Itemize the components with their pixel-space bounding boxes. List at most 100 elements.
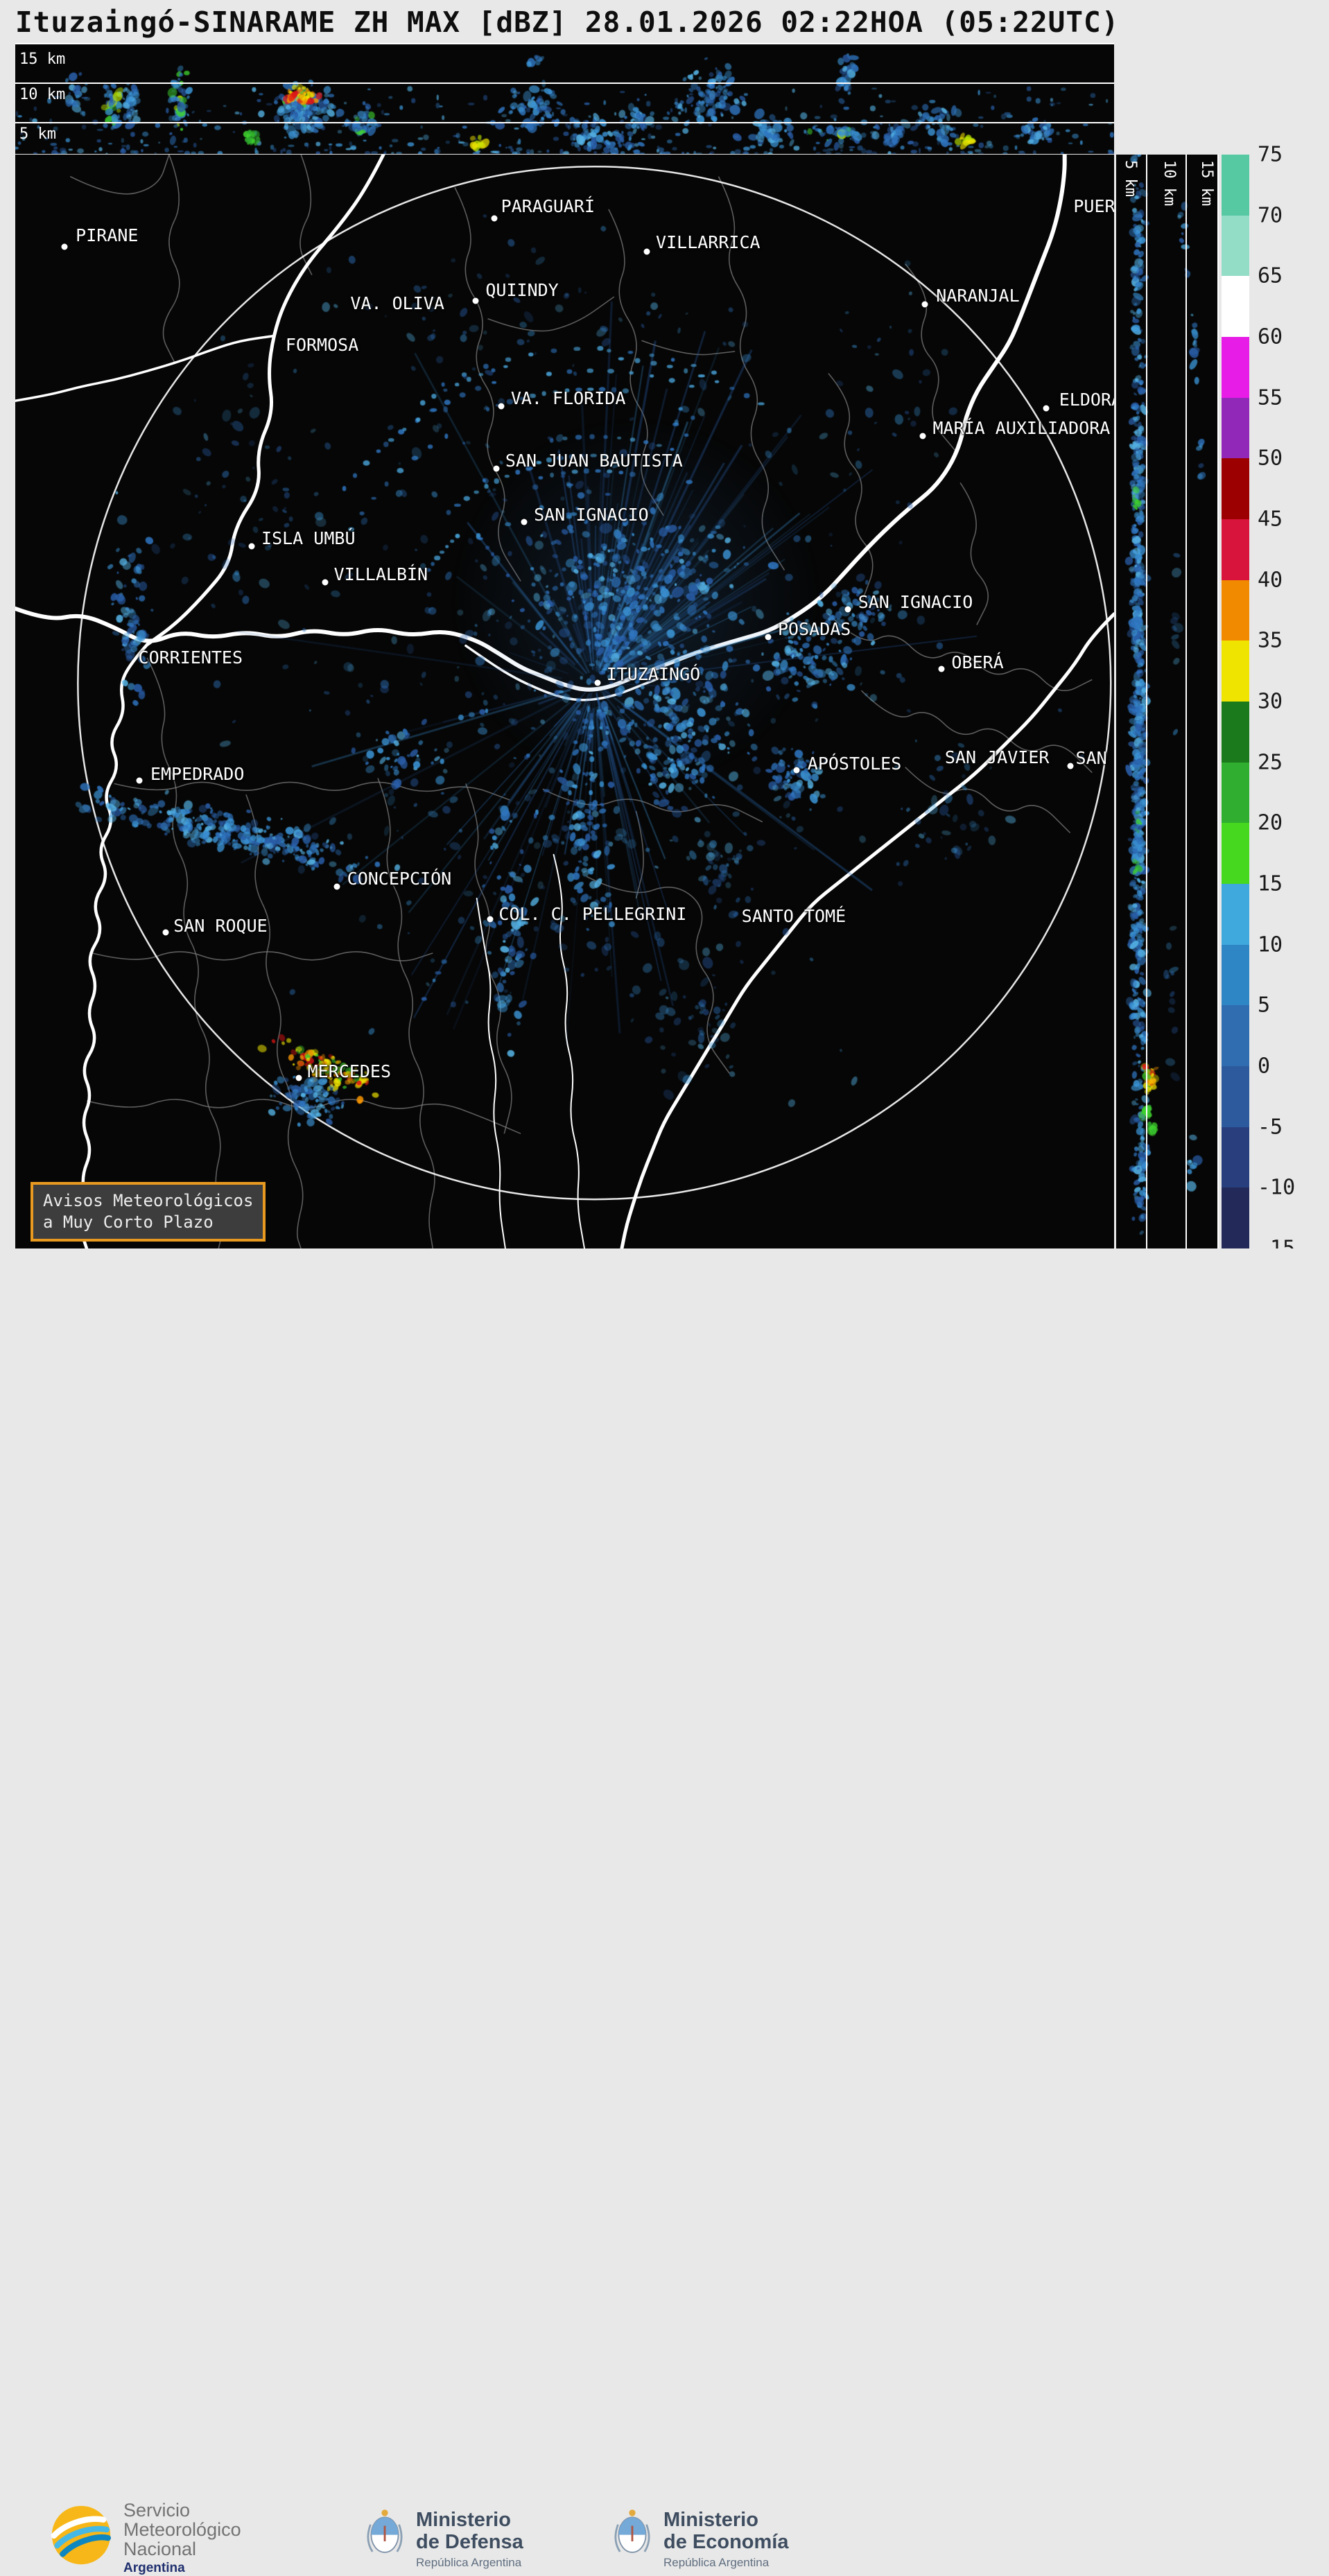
colorbar-tick-label: 70 <box>1258 203 1283 228</box>
economia-coat-of-arms-icon <box>614 2509 650 2553</box>
dbz-colorbar <box>1222 155 1249 1249</box>
altitude-line-5km <box>15 122 1114 123</box>
city-dot <box>919 433 926 440</box>
colorbar-tick-label: -5 <box>1258 1115 1283 1140</box>
colorbar-segment <box>1222 641 1249 702</box>
colorbar-segment <box>1222 155 1249 216</box>
city-dot <box>322 579 329 586</box>
city-dot <box>333 883 340 890</box>
colorbar-segment <box>1222 215 1249 277</box>
colorbar-segment <box>1222 458 1249 520</box>
city-dot <box>136 777 143 784</box>
colorbar-tick-label: 10 <box>1258 932 1283 957</box>
colorbar-segment <box>1222 1066 1249 1127</box>
smn-line-3: Nacional <box>123 2539 197 2559</box>
colorbar-segment <box>1222 702 1249 763</box>
colorbar-tick-label: 45 <box>1258 507 1283 532</box>
city-dot <box>938 665 945 672</box>
city-label: PUERTO <box>1073 195 1114 216</box>
city-dot <box>498 403 505 410</box>
city-dot <box>594 679 601 686</box>
alert-line-1: Avisos Meteorológicos <box>43 1191 254 1210</box>
colorbar-tick-label: 35 <box>1258 628 1283 653</box>
city-label: EMPEDRADO <box>150 763 245 784</box>
city-dot <box>248 543 255 550</box>
colorbar-segment <box>1222 337 1249 398</box>
smn-wordmark: Servicio Meteorológico Nacional Argentin… <box>123 2500 241 2576</box>
city-label: ITUZAINGÓ <box>606 663 701 684</box>
colorbar-segment <box>1222 944 1249 1006</box>
city-label: FORMOSA <box>285 334 359 355</box>
altitude-label-15km-v: 15 km <box>1198 160 1215 207</box>
colorbar-tick-label: 20 <box>1258 810 1283 835</box>
city-dot <box>844 606 851 613</box>
city-label: POSADAS <box>777 619 851 640</box>
city-label: PIRANE <box>76 225 139 246</box>
colorbar-tick-label: 65 <box>1258 263 1283 288</box>
colorbar-segment <box>1222 519 1249 580</box>
city-label: NARANJAL <box>936 285 1020 306</box>
colorbar-segment <box>1222 823 1249 885</box>
ministerio-defensa-wordmark: Ministerio de Defensa República Argentin… <box>416 2509 523 2570</box>
economia-title-2: de Economía <box>663 2531 789 2553</box>
colorbar-tick-label: 25 <box>1258 750 1283 775</box>
altitude-line-10km <box>15 82 1114 84</box>
city-label: OBERÁ <box>951 652 1004 672</box>
defensa-coat-of-arms-icon <box>367 2509 403 2553</box>
colorbar-tick-label: 40 <box>1258 568 1283 593</box>
city-label: SAN IGNACIO <box>858 591 973 612</box>
city-dot <box>61 243 68 250</box>
colorbar-tick-label: 15 <box>1258 871 1283 896</box>
altitude-line-10km-v <box>1185 155 1187 1248</box>
altitude-label-5km: 5 km <box>19 125 56 143</box>
smn-country: Argentina <box>123 2561 185 2575</box>
defensa-subtitle: República Argentina <box>416 2556 522 2569</box>
colorbar-tick-label: 0 <box>1258 1054 1271 1079</box>
city-label: VILLALBÍN <box>333 564 428 585</box>
city-label: ELDORADO <box>1059 389 1114 410</box>
city-label: APÓSTOLES <box>807 754 902 774</box>
city-label: QUIINDY <box>485 280 559 301</box>
colorbar-segment <box>1222 276 1249 338</box>
vertical-cross-section-right: 5 km 10 km 15 km <box>1116 155 1219 1248</box>
top-cross-section-echoes-canvas <box>15 44 1114 154</box>
altitude-line-5km-v <box>1146 155 1147 1248</box>
colorbar-segment <box>1222 1005 1249 1067</box>
city-label: SAN JAVIER <box>944 747 1050 767</box>
city-label: CONCEPCIÓN <box>347 869 452 889</box>
city-dot <box>472 297 479 304</box>
colorbar-segment <box>1222 1126 1249 1188</box>
colorbar-segment <box>1222 397 1249 459</box>
colorbar-segment <box>1222 580 1249 641</box>
defensa-title-2: de Defensa <box>416 2531 523 2553</box>
city-dot <box>1067 763 1074 769</box>
city-dot <box>521 519 528 525</box>
city-label: MARÍA AUXILIADORA <box>932 417 1111 438</box>
economia-title-1: Ministerio <box>663 2509 758 2531</box>
city-label: PARAGUARÍ <box>501 195 596 216</box>
city-dot <box>765 634 772 641</box>
colorbar-tick-label: 75 <box>1258 142 1283 167</box>
city-dot <box>1043 405 1050 412</box>
defensa-title-1: Ministerio <box>416 2509 511 2531</box>
smn-line-2: Meteorológico <box>123 2519 241 2540</box>
city-label: CORRIENTES <box>138 647 243 668</box>
economia-subtitle: República Argentina <box>663 2556 770 2569</box>
city-label: SAN ROQUE <box>173 915 268 936</box>
ministerio-economia-wordmark: Ministerio de Economía República Argenti… <box>663 2509 789 2570</box>
vertical-cross-section-top: 15 km 10 km 5 km <box>15 43 1114 154</box>
city-dot <box>921 301 928 308</box>
altitude-label-10km-v: 10 km <box>1161 160 1178 207</box>
city-label: VA. OLIVA <box>350 293 444 313</box>
smn-logo <box>51 2505 112 2565</box>
radar-map: PIRANE PARAGUARÍ VILLARRICA QUIINDY VA. OLIV… <box>15 155 1114 1248</box>
city-label: SAN JUAN BAUTISTA <box>505 451 683 471</box>
city-label: SAN IGNACIO <box>534 504 649 525</box>
colorbar-segment <box>1222 1187 1249 1249</box>
city-dot <box>643 248 650 255</box>
colorbar-tick-label: 55 <box>1258 385 1283 410</box>
alert-box: Avisos Meteorológicos a Muy Corto Plazo <box>31 1182 266 1242</box>
city-label: ISLA UMBÚ <box>261 528 356 549</box>
radar-product-page: Ituzaingó-SINARAME ZH MAX [dBZ] 28.01.20… <box>15 6 1327 2575</box>
